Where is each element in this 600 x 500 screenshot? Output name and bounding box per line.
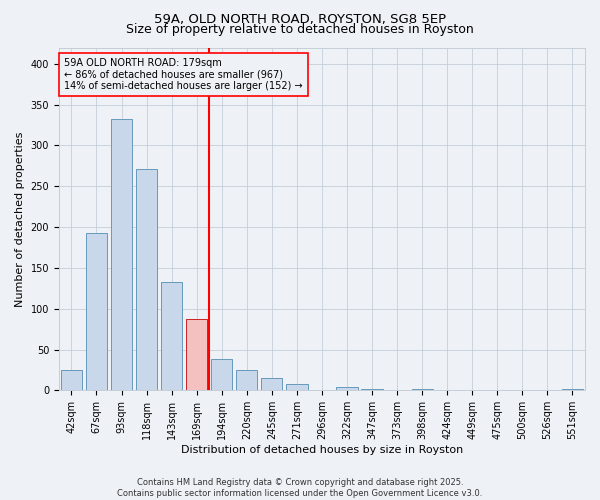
Text: Size of property relative to detached houses in Royston: Size of property relative to detached ho… [126, 22, 474, 36]
Text: 59A OLD NORTH ROAD: 179sqm
← 86% of detached houses are smaller (967)
14% of sem: 59A OLD NORTH ROAD: 179sqm ← 86% of deta… [64, 58, 303, 91]
Bar [86, 233, 107, 390]
Bar [61, 370, 82, 390]
Bar [111, 118, 132, 390]
X-axis label: Distribution of detached houses by size in Royston: Distribution of detached houses by size … [181, 445, 463, 455]
Bar [337, 387, 358, 390]
Text: Contains HM Land Registry data © Crown copyright and database right 2025.
Contai: Contains HM Land Registry data © Crown c… [118, 478, 482, 498]
Bar [562, 388, 583, 390]
Bar [161, 282, 182, 391]
Bar [412, 388, 433, 390]
Text: 59A, OLD NORTH ROAD, ROYSTON, SG8 5EP: 59A, OLD NORTH ROAD, ROYSTON, SG8 5EP [154, 12, 446, 26]
Bar [236, 370, 257, 390]
Y-axis label: Number of detached properties: Number of detached properties [15, 131, 25, 306]
Bar [136, 169, 157, 390]
Bar [211, 360, 232, 390]
Bar [286, 384, 308, 390]
Bar [361, 388, 383, 390]
Bar [186, 318, 208, 390]
Bar [261, 378, 283, 390]
